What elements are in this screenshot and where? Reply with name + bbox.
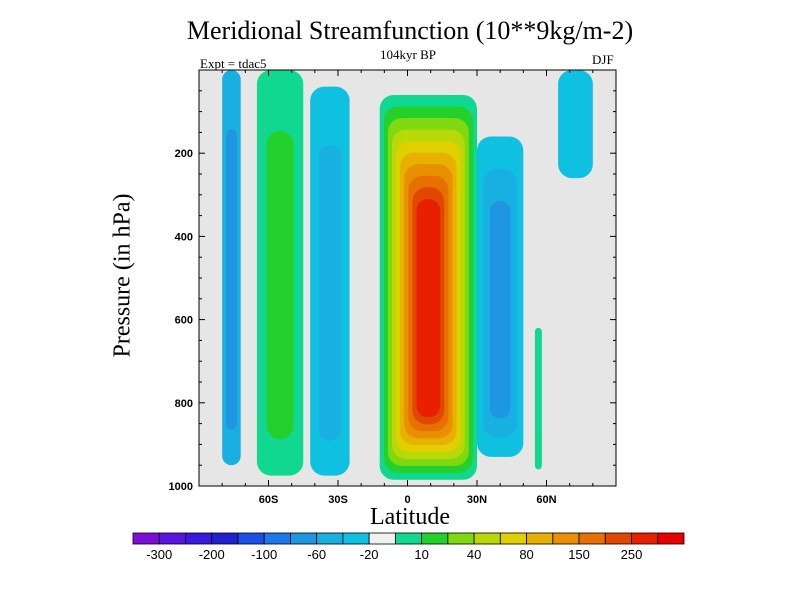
y-tick-label: 200 xyxy=(175,148,193,160)
colorbar-swatch xyxy=(342,532,370,545)
nh-upper-cell-level-0 xyxy=(558,70,593,179)
colorbar-label: -20 xyxy=(360,547,379,562)
experiment-label: Expt = tdac5 xyxy=(200,56,267,71)
colorbar-swatch xyxy=(526,532,554,545)
x-tick-label: 30N xyxy=(467,494,487,506)
colorbar-swatch xyxy=(394,532,423,545)
sh-subtropical-cell-level-1 xyxy=(318,144,342,441)
x-tick-label: 60S xyxy=(259,494,279,506)
colorbar-swatch xyxy=(211,532,239,545)
x-tick-label: 60N xyxy=(536,494,556,506)
colorbar-label: -100 xyxy=(251,547,277,562)
y-tick-label: 1000 xyxy=(169,481,193,493)
colorbar-label: 250 xyxy=(621,547,643,562)
colorbar-swatch xyxy=(316,532,344,545)
colorbar-swatch xyxy=(132,532,160,545)
y-tick-label: 800 xyxy=(175,398,193,410)
y-tick-label: 600 xyxy=(175,315,193,327)
sh-ferrel-band-level-1 xyxy=(266,130,294,440)
chart-subtitle: 104kyr BP xyxy=(380,47,436,62)
season-label: DJF xyxy=(592,52,614,67)
colorbar-swatch xyxy=(290,532,318,545)
colorbar-swatch xyxy=(473,532,501,545)
x-tick-label: 0 xyxy=(404,494,410,506)
colorbar-swatch xyxy=(657,532,685,545)
nh-ferrel-cell-level-2 xyxy=(489,200,511,419)
nh-polar-band-level-0 xyxy=(534,327,542,470)
x-tick-label: 30S xyxy=(328,494,348,506)
colorbar-swatch xyxy=(237,532,265,545)
colorbar-label: 150 xyxy=(568,547,590,562)
chart-title: Meridional Streamfunction (10**9kg/m-2) xyxy=(186,16,634,45)
colorbar-swatch xyxy=(421,532,449,545)
colorbar-swatch xyxy=(263,532,291,545)
colorbar-swatch xyxy=(185,532,213,545)
colorbar-swatch xyxy=(552,532,580,545)
x-axis-label: Latitude xyxy=(370,504,450,530)
colorbar-swatch xyxy=(578,532,606,545)
colorbar-swatch xyxy=(499,532,527,545)
hadley-cell-level-9 xyxy=(416,198,441,418)
colorbar-label: 10 xyxy=(414,547,428,562)
sh-polar-cell-level-1 xyxy=(226,129,237,430)
colorbar-label: -300 xyxy=(146,547,172,562)
colorbar-label: -200 xyxy=(199,547,225,562)
colorbar-swatch xyxy=(447,532,475,545)
colorbar-swatch xyxy=(368,532,396,545)
colorbar-swatch xyxy=(631,532,659,545)
colorbar-swatch xyxy=(604,532,632,545)
colorbar-label: 80 xyxy=(519,547,533,562)
colorbar-label: -60 xyxy=(307,547,326,562)
colorbar-swatch xyxy=(158,532,186,545)
colorbar-label: 40 xyxy=(467,547,481,562)
y-tick-label: 400 xyxy=(175,231,193,243)
